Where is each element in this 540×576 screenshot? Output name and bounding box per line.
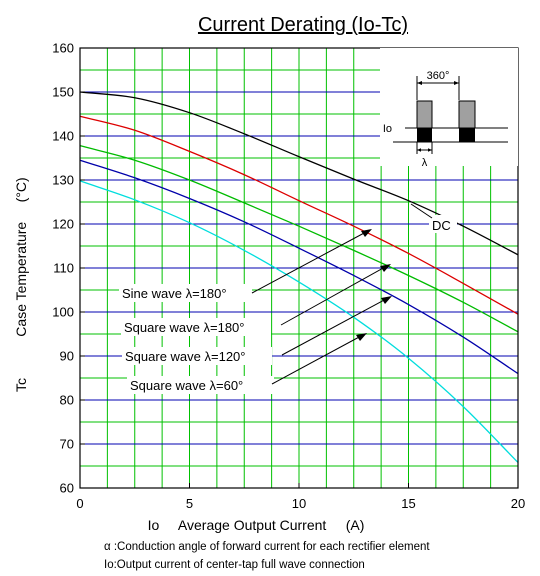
waveform-inset: 360° Io λ	[380, 48, 518, 169]
curve-sine-wave-180	[79, 115, 519, 315]
y-tick-label: 120	[52, 217, 74, 232]
axis-ticks: 0 5 10 15 20 60 70 80 90 100 110 120 130 140 150 160	[52, 41, 525, 512]
x-tick-label: 10	[292, 496, 306, 511]
annotation-square-120: Square wave λ=120°	[125, 349, 245, 364]
dc-label-background	[429, 215, 457, 233]
annotation-dc-leader	[410, 203, 433, 219]
y-axis-label: Case Temperature (°C)	[13, 177, 29, 336]
y-tick-label: 140	[52, 129, 74, 144]
inset-period-arrowhead-right	[454, 81, 459, 85]
inset-pulse-1-lower	[417, 128, 432, 142]
inset-lambda-label: λ	[422, 157, 428, 169]
x-tick-label: 5	[186, 496, 193, 511]
x-tick-label: 15	[401, 496, 415, 511]
arrow-square-180	[280, 266, 386, 326]
arrowhead-square-60	[356, 333, 367, 341]
x-axis-label: Io Average Output Current (A)	[148, 517, 365, 533]
inset-pulse-1-upper	[416, 100, 433, 129]
curve-square-wave-120	[79, 159, 519, 375]
note-conduction-angle: α :Conduction angle of forward current f…	[104, 541, 430, 553]
y-tick-label: 70	[60, 437, 74, 452]
y-tick-label: 130	[52, 173, 74, 188]
y-tick-label: 60	[60, 481, 74, 496]
square-180-label-background	[121, 318, 271, 336]
curve-square-wave-180	[79, 145, 519, 333]
inset-io-label: Io	[383, 123, 392, 135]
arrow-square-120	[281, 298, 387, 356]
inset-pulse-2-upper	[458, 100, 476, 129]
square-120-label-background	[122, 347, 272, 365]
chart-title: Current Derating (Io-Tc)	[198, 14, 408, 36]
arrowhead-square-180	[380, 264, 391, 272]
y-tick-label: 90	[60, 349, 74, 364]
square-60-label-background	[127, 376, 274, 394]
arrow-sine-180	[251, 231, 367, 294]
inset-period-arrowhead-left	[417, 81, 422, 85]
annotation-square-60: Square wave λ=60°	[130, 378, 243, 393]
arrowhead-square-120	[381, 296, 392, 304]
arrow-square-60	[271, 335, 362, 385]
x-tick-label: 0	[76, 496, 83, 511]
y-tick-label: 110	[53, 261, 74, 276]
sine-180-label-background	[119, 284, 252, 302]
annotations: DC Sine wave λ=180° Square wave λ=180° S…	[119, 203, 457, 394]
annotation-sine-180: Sine wave λ=180°	[122, 286, 227, 301]
annotation-dc: DC	[432, 218, 451, 233]
y-tick-label: 100	[52, 305, 74, 320]
y-tick-label: 150	[52, 85, 74, 100]
inset-lambda-arrowhead-right	[428, 148, 432, 152]
note-output-current: Io:Output current of center-tap full wav…	[104, 559, 365, 571]
inset-lambda-arrowhead-left	[417, 148, 421, 152]
annotation-square-180: Square wave λ=180°	[124, 320, 244, 335]
y-axis-symbol: Tc	[13, 378, 29, 392]
y-tick-label: 80	[60, 393, 74, 408]
inset-background	[380, 48, 518, 166]
inset-angle-label: 360°	[427, 70, 450, 82]
arrowhead-sine-180	[361, 229, 372, 237]
y-tick-label: 160	[52, 41, 74, 56]
x-tick-label: 20	[511, 496, 525, 511]
inset-pulse-2-lower	[459, 128, 475, 142]
curve-square-wave-60	[79, 180, 519, 463]
